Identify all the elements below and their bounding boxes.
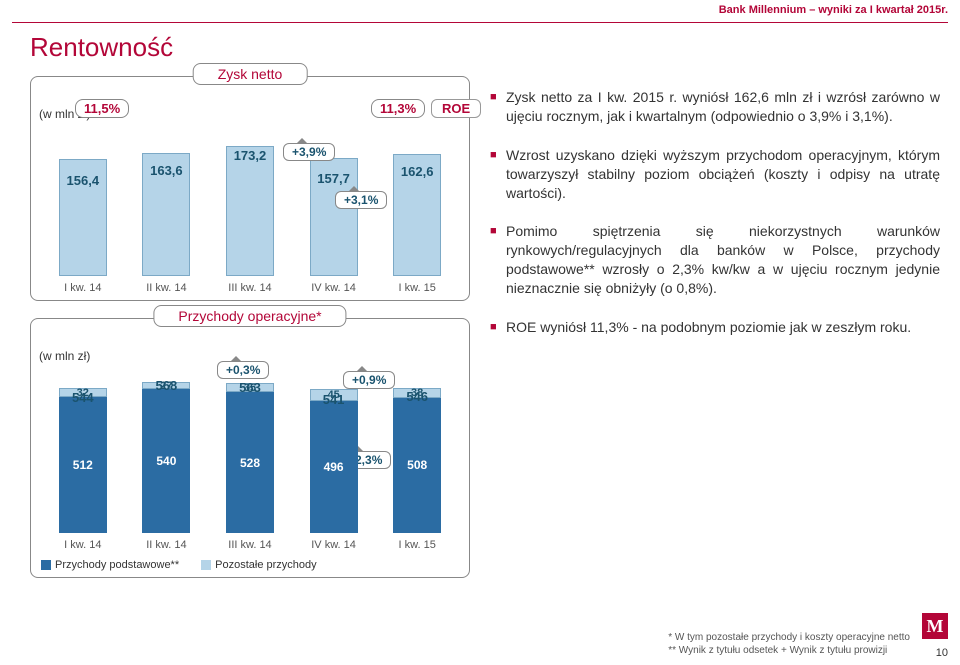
chart1-title: Zysk netto: [193, 63, 308, 85]
chart1-xaxis-label: I kw. 14: [56, 282, 110, 294]
chart2-xaxis-label: I kw. 15: [390, 539, 444, 551]
chart1-xaxis-label: IV kw. 14: [307, 282, 361, 294]
chart1-bar: 163,6: [139, 153, 193, 276]
roe-tag: ROE: [431, 99, 481, 118]
chart2-xaxis: I kw. 14 II kw. 14 III kw. 14 IV kw. 14 I kw…: [41, 539, 459, 551]
chart1-xaxis-label: I kw. 15: [390, 282, 444, 294]
brand-logo: M: [922, 613, 948, 639]
legend-swatch-podstawowe: [41, 560, 51, 570]
chart-przychody: Przychody operacyjne* (w mln zł) +0,3% +…: [30, 318, 470, 578]
chart1-bars: 156,4 163,6 173,2 157,7 162,6: [41, 125, 459, 276]
footnote-line2: ** Wynik z tytułu odsetek + Wynik z tytu…: [668, 644, 910, 657]
page-header-banner: Bank Millennium – wyniki za I kwartał 20…: [719, 4, 948, 16]
chart1-pct-start: 11,5%: [75, 99, 129, 118]
bullet-4: ROE wyniósł 11,3% - na podobnym poziomie…: [490, 318, 940, 337]
chart2-xaxis-label: I kw. 14: [56, 539, 110, 551]
chart2-legend: Przychody podstawowe** Pozostałe przycho…: [41, 559, 317, 571]
chart2-bars: 54451232 56854027 56352835 54149645 54650838: [41, 367, 459, 533]
legend-swatch-pozostale: [201, 560, 211, 570]
chart1-bar: 157,7: [307, 158, 361, 276]
chart2-bar: 56352835: [223, 383, 277, 533]
legend-label-podstawowe: Przychody podstawowe**: [55, 559, 179, 571]
footnote: * W tym pozostałe przychody i koszty ope…: [668, 631, 910, 657]
top-divider: [12, 22, 948, 23]
chart1-xaxis: I kw. 14 II kw. 14 III kw. 14 IV kw. 14 I kw…: [41, 282, 459, 294]
chart2-xaxis-label: III kw. 14: [223, 539, 277, 551]
chart1-delta-annual: +3,9%: [283, 143, 335, 161]
chart1-bar: 173,2: [223, 146, 277, 276]
footnote-line1: * W tym pozostałe przychody i koszty ope…: [668, 631, 910, 644]
chart1-xaxis-label: III kw. 14: [223, 282, 277, 294]
legend-label-pozostale: Pozostałe przychody: [215, 559, 317, 571]
page-number: 10: [936, 647, 948, 659]
chart2-xaxis-label: II kw. 14: [139, 539, 193, 551]
chart2-xaxis-label: IV kw. 14: [307, 539, 361, 551]
chart2-bar: 54451232: [56, 388, 110, 533]
bullet-3: Pomimo spiętrzenia się niekorzystnych wa…: [490, 222, 940, 298]
bullets-panel: Zysk netto za I kw. 2015 r. wyniósł 162,…: [490, 88, 940, 357]
chart2-unit: (w mln zł): [39, 349, 90, 363]
legend-podstawowe: Przychody podstawowe**: [41, 559, 179, 571]
chart-zysk-netto: Zysk netto (w mln zł) 11,5% 11,3% ROE 15…: [30, 76, 470, 301]
chart2-bar: 54149645: [307, 389, 361, 533]
chart2-bar: 56854027: [139, 382, 193, 533]
chart1-bar: 162,6: [390, 154, 444, 276]
legend-pozostale: Pozostałe przychody: [201, 559, 317, 571]
chart2-title: Przychody operacyjne*: [153, 305, 346, 327]
page-title: Rentowność: [30, 32, 173, 63]
bullet-2: Wzrost uzyskano dzięki wyższym przychodo…: [490, 146, 940, 203]
chart1-delta-quarter: +3,1%: [335, 191, 387, 209]
chart2-bar: 54650838: [390, 388, 444, 533]
chart1-pct-end: 11,3%: [371, 99, 425, 118]
bullet-1: Zysk netto za I kw. 2015 r. wyniósł 162,…: [490, 88, 940, 126]
chart1-bar: 156,4: [56, 159, 110, 276]
chart1-xaxis-label: II kw. 14: [139, 282, 193, 294]
